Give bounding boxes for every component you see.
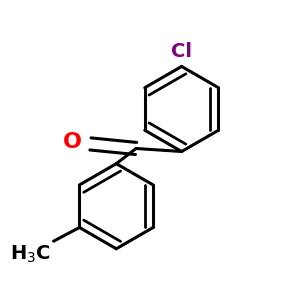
- Text: Cl: Cl: [171, 42, 192, 61]
- Text: H$_3$C: H$_3$C: [10, 244, 51, 266]
- Text: O: O: [63, 132, 82, 152]
